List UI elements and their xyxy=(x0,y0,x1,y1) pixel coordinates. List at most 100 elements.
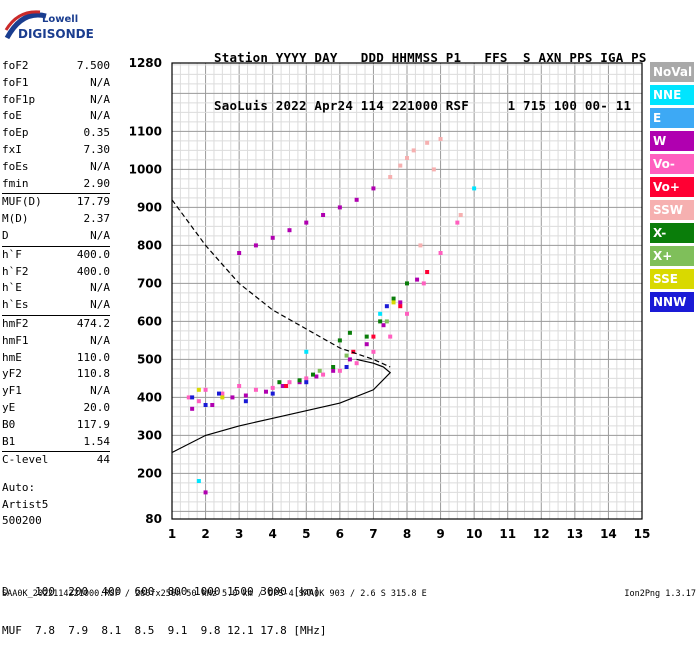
polarization-legend: NoVal NNE E W Vo- Vo+ SSW X- X+ SSE NNW xyxy=(650,62,694,315)
data-point xyxy=(438,137,443,141)
y-tick-label: 700 xyxy=(137,276,162,290)
y-tick-label: 300 xyxy=(137,428,162,442)
data-point xyxy=(314,374,319,379)
data-point xyxy=(425,140,430,145)
param-row: B0 117.9 xyxy=(2,417,110,434)
data-point xyxy=(321,372,326,377)
param-value: 7.30 xyxy=(83,142,111,156)
data-point xyxy=(411,148,416,153)
data-point xyxy=(237,251,242,255)
data-point xyxy=(321,213,326,217)
legend-item-w: W xyxy=(650,131,694,151)
param-value: N/A xyxy=(90,159,110,173)
legend-item-e: E xyxy=(650,108,694,128)
param-row: h`F 400.0 xyxy=(2,247,110,264)
data-point xyxy=(405,281,409,286)
data-point xyxy=(458,213,463,217)
x-tick-label: 13 xyxy=(567,527,584,541)
param-separator xyxy=(2,193,110,195)
param-label: hmE xyxy=(2,350,22,364)
data-point xyxy=(270,385,275,390)
param-label: B0 xyxy=(2,417,16,431)
param-row: hmF2 474.2 xyxy=(2,316,110,333)
data-point xyxy=(438,251,443,255)
param-row: yF1 N/A xyxy=(2,383,110,400)
param-label: MUF(D) xyxy=(2,195,42,209)
param-row: B1 1.54 xyxy=(2,434,110,451)
y-tick-label: 80 xyxy=(145,512,162,526)
param-label: foF1p xyxy=(2,92,36,106)
param-row: foE N/A xyxy=(2,108,110,125)
data-point xyxy=(220,391,225,396)
data-point xyxy=(230,395,235,400)
logo-text-lowell: Lowell xyxy=(42,14,79,25)
param-row: hmF1 N/A xyxy=(2,333,110,350)
station-header: Station YYYY DAY DDD HHMMSS P1 FFS S AXN… xyxy=(214,18,647,130)
data-point xyxy=(243,399,248,404)
x-tick-label: 1 xyxy=(168,527,176,541)
param-value: 7.500 xyxy=(76,59,110,72)
param-row: fxI 7.30 xyxy=(2,142,110,159)
data-point xyxy=(220,395,225,400)
x-tick-label: 2 xyxy=(201,527,209,541)
data-point xyxy=(364,342,369,347)
data-point xyxy=(203,490,208,495)
data-point xyxy=(431,167,436,172)
legend-item-vo-: Vo+ xyxy=(650,177,694,197)
param-value: N/A xyxy=(90,298,110,312)
param-label: yE xyxy=(2,400,16,414)
data-point xyxy=(381,323,386,328)
param-row: h`Es N/A xyxy=(2,297,110,314)
data-point xyxy=(277,380,282,385)
param-label: h`E xyxy=(2,281,22,295)
x-tick-label: 14 xyxy=(600,527,617,541)
data-point xyxy=(203,387,208,392)
y-tick-label: 800 xyxy=(137,238,162,252)
muf-table: D 100 200 400 600 800 1000 1500 3000 [km… xyxy=(2,559,327,650)
data-point xyxy=(455,220,460,225)
data-point xyxy=(344,353,349,358)
y-tick-label: 1000 xyxy=(129,162,162,176)
x-tick-label: 9 xyxy=(436,527,444,541)
footer-info: SAA0K_2022114221000.RSF / 280fx256h 50 k… xyxy=(2,589,427,599)
param-row: fmin 2.90 xyxy=(2,176,110,193)
data-point xyxy=(421,281,426,286)
x-tick-label: 5 xyxy=(302,527,310,541)
y-tick-label: 200 xyxy=(137,466,162,480)
data-point xyxy=(311,372,315,377)
param-value: N/A xyxy=(90,281,110,295)
data-point xyxy=(354,361,359,366)
auto-program: Artist5 xyxy=(2,497,49,511)
param-value: 2.90 xyxy=(83,176,111,190)
autoscaling-info: Auto: Artist5 500200 xyxy=(2,480,48,530)
param-label: foF2 xyxy=(2,59,29,72)
legend-item-x-: X- xyxy=(650,223,694,243)
param-row: h`F2 400.0 xyxy=(2,264,110,281)
profile-curve-solid xyxy=(171,358,392,454)
param-separator xyxy=(2,245,110,247)
data-point xyxy=(384,319,389,324)
param-value: N/A xyxy=(90,92,110,106)
data-point xyxy=(347,357,352,362)
param-value: N/A xyxy=(90,384,110,398)
param-row: h`E N/A xyxy=(2,280,110,297)
param-row: D N/A xyxy=(2,228,110,245)
version-label: Ion2Png 1.3.17 xyxy=(624,589,696,599)
data-point xyxy=(391,296,396,301)
param-label: fxI xyxy=(2,142,22,156)
param-value: 44 xyxy=(96,453,110,467)
auto-label: Auto: xyxy=(2,481,36,494)
x-tick-label: 6 xyxy=(336,527,344,541)
data-point xyxy=(270,391,275,396)
x-tick-label: 8 xyxy=(403,527,411,541)
data-point xyxy=(217,391,221,396)
param-label: C-level xyxy=(2,453,49,467)
param-label: fmin xyxy=(2,176,29,190)
param-row: M(D) 2.37 xyxy=(2,211,110,228)
x-tick-label: 3 xyxy=(235,527,243,541)
y-tick-label: 1100 xyxy=(129,124,162,138)
param-label: h`Es xyxy=(2,298,29,312)
data-point xyxy=(243,393,248,398)
data-point xyxy=(196,387,201,392)
legend-item-vo-: Vo- xyxy=(650,154,694,174)
